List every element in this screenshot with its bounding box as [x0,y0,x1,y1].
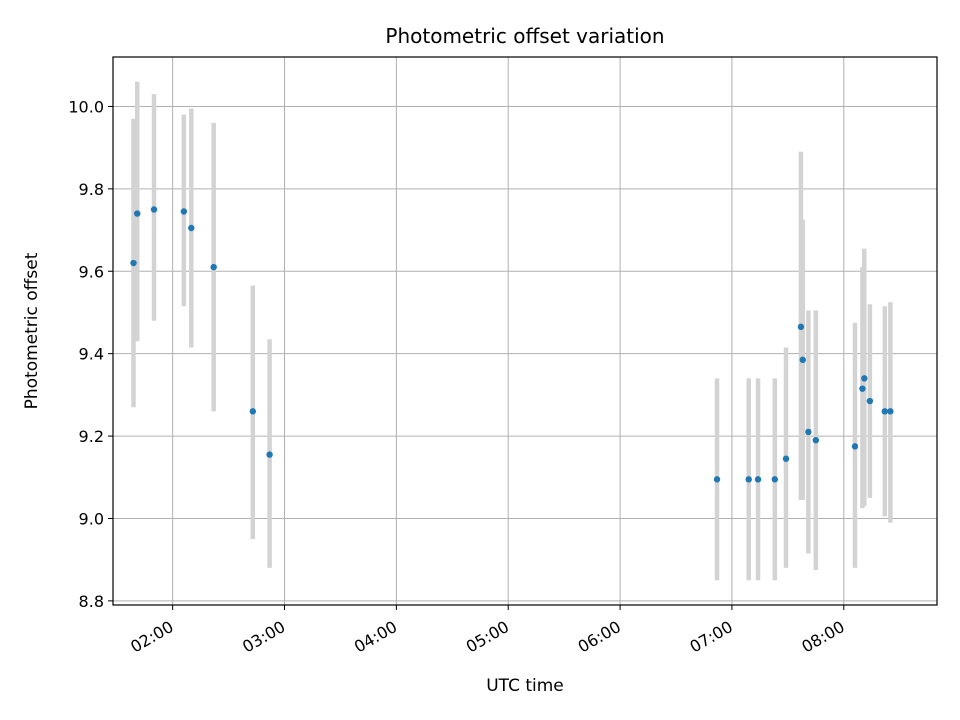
data-point [859,385,866,392]
data-point [866,397,874,405]
data-point [249,408,257,415]
data-point [180,208,188,215]
data-point [266,451,273,458]
y-tick-label: 10.0 [68,97,104,116]
data-point [812,436,820,444]
data-point [799,356,806,364]
chart-title: Photometric offset variation [385,24,664,48]
data-point [881,408,889,415]
data-point [771,476,779,483]
data-point [754,476,762,483]
y-tick-label: 9.0 [79,509,104,528]
y-tick-label: 8.8 [79,592,104,611]
data-point [861,375,868,382]
data-point [851,443,859,450]
data-point [805,428,812,436]
data-point [713,476,721,483]
y-tick-label: 9.4 [79,345,104,364]
data-point [188,224,195,232]
x-axis-label: UTC time [486,676,564,696]
y-tick-label: 9.6 [79,262,104,281]
data-point [887,408,894,415]
data-point [797,323,805,331]
data-point [745,476,752,483]
plot-frame [112,56,938,606]
y-tick-label: 9.2 [79,427,104,446]
y-axis-label: Photometric offset [22,252,42,409]
data-points [130,206,894,483]
data-point [150,206,158,213]
y-tick-label: 9.8 [79,180,104,199]
data-point [782,455,790,462]
data-point [210,263,217,271]
data-point [134,210,141,217]
data-point [130,259,137,267]
